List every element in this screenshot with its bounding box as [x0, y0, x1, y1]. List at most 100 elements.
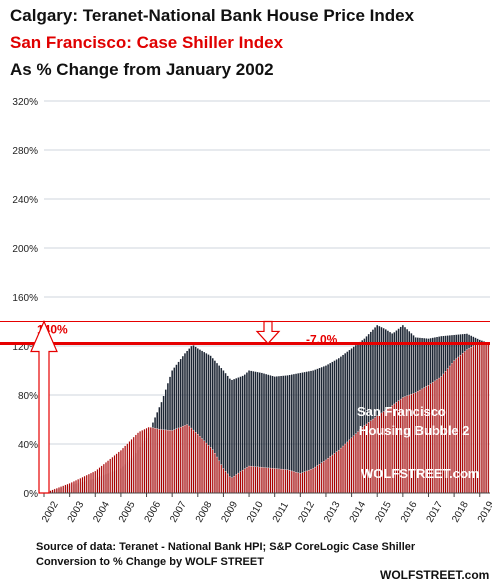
san-francisco-bar [147, 426, 150, 494]
calgary-bar [273, 376, 276, 493]
san-francisco-bar [149, 427, 152, 494]
calgary-bar [182, 356, 184, 493]
san-francisco-bar [286, 469, 289, 494]
san-francisco-bar [211, 449, 214, 494]
calgary-bar [244, 374, 246, 493]
x-tick-label: 2009 [219, 499, 240, 524]
x-tick-label: 2014 [348, 499, 369, 524]
calgary-bar [329, 363, 331, 493]
calgary-bar [252, 371, 255, 493]
san-francisco-bar [339, 447, 342, 494]
san-francisco-bar [179, 426, 182, 494]
san-francisco-bar [288, 470, 291, 494]
san-francisco-bar [75, 479, 77, 494]
calgary-bar [325, 365, 327, 493]
san-francisco-bar [90, 472, 92, 494]
san-francisco-bar [318, 464, 321, 494]
x-tick-label: 2012 [296, 499, 317, 524]
calgary-bar [316, 368, 319, 493]
calgary-bar [365, 336, 368, 493]
san-francisco-bar [292, 471, 295, 494]
san-francisco-bar [77, 478, 80, 494]
increase-arrow [30, 319, 58, 494]
san-francisco-bar [181, 426, 184, 494]
san-francisco-bar [58, 487, 60, 494]
x-tick-label: 2003 [66, 499, 87, 524]
san-francisco-bar [68, 483, 71, 494]
calgary-bar [233, 379, 235, 493]
san-francisco-bar [207, 445, 210, 494]
x-tick-label: 2002 [40, 499, 61, 524]
calgary-bar [241, 375, 244, 493]
san-francisco-bar [222, 468, 225, 494]
san-francisco-bar [201, 438, 204, 494]
san-francisco-bar [273, 468, 276, 494]
calgary-bar [278, 376, 280, 493]
x-tick-label: 2018 [450, 499, 471, 524]
calgary-bar [359, 341, 361, 493]
san-francisco-bar [344, 443, 347, 494]
san-francisco-bar [92, 471, 95, 494]
san-francisco-bar [295, 471, 297, 494]
y-tick-label: 0% [24, 489, 39, 500]
x-tick-label: 2017 [425, 499, 446, 524]
san-francisco-bar [111, 456, 114, 494]
footer-brand: WOLFSTREET.com [380, 568, 490, 582]
chart-title-san-francisco: San Francisco: Case Shiller Index [10, 33, 284, 52]
san-francisco-bar [205, 442, 208, 494]
san-francisco-bar [218, 460, 221, 494]
san-francisco-bar [263, 467, 265, 494]
calgary-bar [220, 368, 223, 493]
x-tick-label: 2006 [143, 499, 164, 524]
calgary-bar [367, 334, 370, 493]
san-francisco-bar [254, 466, 257, 494]
san-francisco-bar [278, 468, 280, 494]
conversion-note: Conversion to % Change by WOLF STREET [36, 556, 264, 568]
san-francisco-bar [109, 458, 112, 494]
san-francisco-bar [126, 443, 129, 494]
san-francisco-bar [258, 466, 261, 494]
x-tick-label: 2013 [322, 499, 343, 524]
calgary-bar [184, 353, 186, 493]
san-francisco-bar [113, 455, 116, 494]
san-francisco-bar [333, 453, 336, 494]
y-tick-label: 160% [12, 293, 38, 304]
san-francisco-bar [160, 429, 163, 494]
calgary-bar [350, 348, 353, 493]
calgary-bar [310, 370, 312, 493]
san-francisco-bar [329, 456, 332, 494]
san-francisco-bar [128, 441, 131, 494]
san-francisco-bar [64, 484, 67, 494]
x-tick-label: 2008 [194, 499, 215, 524]
san-francisco-bar [158, 429, 161, 494]
san-francisco-bar [310, 469, 312, 494]
san-francisco-bar [203, 440, 206, 494]
san-francisco-bar [354, 433, 357, 494]
san-francisco-bar [314, 466, 317, 494]
san-francisco-bar [267, 467, 270, 494]
y-tick-label: 240% [12, 195, 38, 206]
san-francisco-bar [190, 427, 193, 494]
x-tick-label: 2004 [91, 499, 112, 524]
calgary-bar [301, 372, 304, 493]
san-francisco-bar [337, 449, 340, 494]
calgary-bar [333, 360, 336, 493]
san-francisco-bar [98, 467, 101, 494]
san-francisco-bar [156, 428, 159, 494]
calgary-bar [254, 371, 257, 493]
x-tick-label: 2005 [117, 499, 138, 524]
calgary-bar [201, 350, 203, 493]
san-francisco-bar [196, 434, 199, 494]
san-francisco-bar [342, 445, 344, 494]
calgary-bar [348, 350, 351, 493]
san-francisco-bar [284, 469, 287, 494]
san-francisco-bar [243, 468, 246, 494]
calgary-bar [235, 378, 238, 493]
calgary-bar [293, 374, 295, 493]
san-francisco-bar [480, 342, 483, 494]
calgary-bar [271, 376, 274, 493]
calgary-bar [327, 364, 329, 493]
calgary-bar [374, 327, 376, 493]
san-francisco-bar [359, 429, 362, 494]
san-francisco-bar [303, 471, 306, 494]
